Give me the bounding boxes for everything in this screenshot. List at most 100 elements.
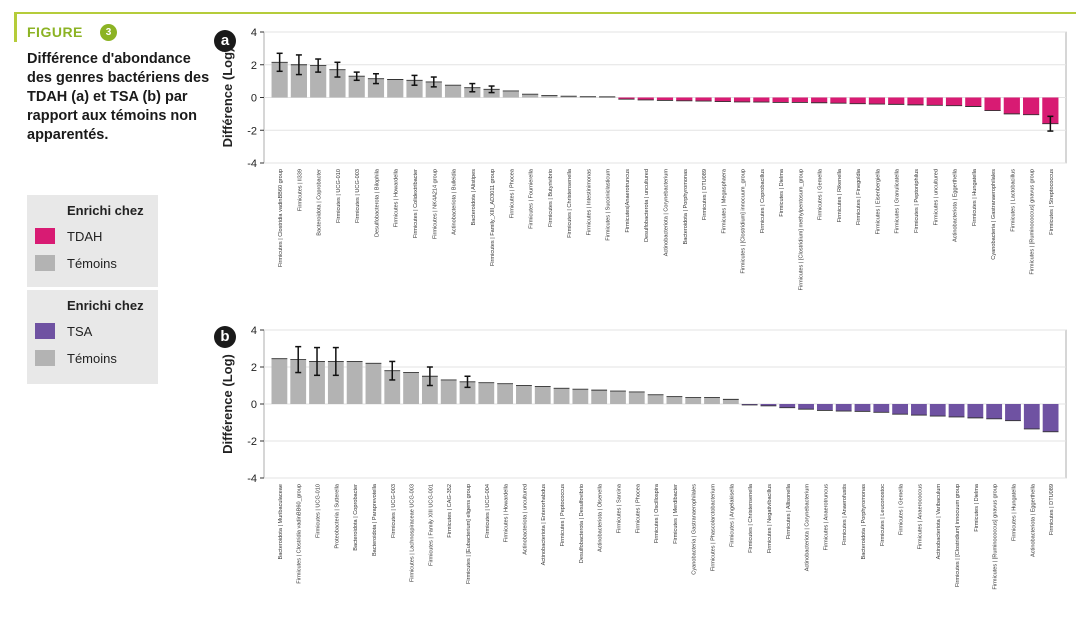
bar — [666, 396, 683, 404]
x-tick-label: Firmicutes | Phocea — [635, 483, 641, 533]
x-tick-label: Firmicutes | Intestinimonas — [586, 169, 592, 236]
bar — [425, 81, 442, 98]
bar — [835, 404, 852, 412]
x-tick-label: Firmicutes | Hungatella — [1011, 483, 1017, 541]
bar — [695, 97, 712, 102]
x-tick-label: Firmicutes | Phocea — [509, 168, 515, 218]
x-tick-label: Firmicutes | CAG-352 — [447, 484, 453, 538]
x-tick-label: Firmicutes | Gemella — [899, 483, 905, 535]
x-tick-label: Firmicutes | Family XIII UCG-001 — [428, 484, 434, 566]
bar — [483, 89, 500, 98]
y-tick-label: 2 — [251, 60, 257, 72]
x-tick-label: Firmicutes | ll339 — [297, 169, 303, 211]
figure-caption: Différence d'abondance des genres bactér… — [27, 51, 210, 143]
x-tick-label: Firmicutes | UCG-004 — [485, 484, 491, 538]
x-tick-label: Firmicutes | Merdibacter — [673, 484, 679, 544]
bar — [798, 404, 814, 410]
chart-panel-b: 4 2 0 -2 -4 Différence (Log) Bacteroidota | Mu… — [212, 320, 1074, 630]
x-tick-label: Actinobacteriota | Eggerthella — [1030, 483, 1036, 557]
x-tick-label: Cyanobacteria | Gastranaerophilales — [692, 484, 698, 575]
x-tick-label: Actinobacteriota | Varibaculum — [936, 484, 942, 560]
y-axis-label: Différence (Log) — [220, 48, 235, 148]
x-tick-label: Cyanobacteria | Gastranaerophilales — [991, 169, 997, 260]
y-tick-label: -4 — [247, 158, 257, 170]
x-tick-label: Firmicutes | Family_XIII_AD3011 group — [490, 169, 496, 266]
bar — [772, 97, 789, 103]
bar — [967, 404, 984, 418]
bar — [459, 381, 476, 404]
x-tick-label: Firmicutes | [Clostridium] methylpentosu… — [798, 169, 804, 290]
x-tick-label: Actinobacteriota | Olsenella — [598, 483, 604, 552]
bar — [516, 385, 532, 404]
y-tick-label: 0 — [251, 93, 257, 105]
figure-label: FIGURE — [27, 24, 83, 40]
x-tick-label: Bacteroidota | Alistipes — [471, 169, 477, 226]
figure-left-rule — [14, 12, 17, 42]
bar — [1023, 404, 1040, 429]
bar — [1023, 97, 1040, 115]
bar — [868, 97, 886, 105]
bar — [907, 97, 924, 105]
legend-panel-a: Enrichi chez TDAH Témoins — [27, 195, 158, 287]
bar — [685, 397, 702, 404]
x-tick-label: Bacteroidota | Coprobacter — [317, 169, 323, 236]
x-tick-label: Firmicutes | [Ruminococcus] gnavus group — [993, 484, 999, 590]
x-tick-label: Firmicutes | Angelakisella — [729, 483, 735, 547]
x-tick-label: Actinobacteriota | uncultured — [522, 484, 528, 555]
x-tick-label: Actinobacteriota | Corynebacterium — [664, 169, 670, 257]
bar — [948, 404, 965, 417]
x-tick-label: Firmicutes | Peptoniphilus — [914, 169, 920, 233]
x-tick-label: Firmicutes | Allisonella — [786, 483, 792, 539]
x-tick-label: Firmicutes | Christensenella — [748, 483, 754, 553]
x-tick-label: Firmicutes | DTU089 — [702, 169, 708, 220]
bar — [553, 388, 570, 404]
x-tick-label: Firmicutes | Fournierella — [529, 168, 535, 229]
x-tick-label: Desulfobacterota | uncultured — [644, 169, 650, 242]
x-tick-label: Bacteroidota | Porphyromonas — [861, 484, 867, 560]
bar-chart-b: 4 2 0 -2 -4 Différence (Log) Bacteroidota | Mu… — [220, 325, 1067, 590]
x-tick-label: Firmicutes | Sarcina — [616, 483, 622, 533]
bar — [849, 97, 866, 104]
bar — [610, 391, 626, 404]
legend-swatch-tdah — [35, 228, 55, 244]
bar — [791, 97, 808, 103]
x-tick-label: Proteobacteria | Sutterella — [334, 483, 340, 548]
y-tick-label: 0 — [251, 399, 257, 411]
bar — [271, 62, 288, 98]
bar — [760, 404, 777, 406]
y-axis-label: Différence (Log) — [220, 354, 235, 454]
bar — [618, 97, 635, 100]
x-tick-label: Actinobacteriota | Eggerthella — [953, 168, 959, 242]
x-tick-label: Firmicutes | Negativibacillus — [767, 484, 773, 553]
x-tick-label: Bacteroidota | Paraprevotella — [372, 483, 378, 556]
bar — [753, 97, 770, 103]
panel-a-badge: a — [214, 30, 236, 52]
x-tick-label: Firmicutes | Rikenella — [837, 168, 843, 222]
x-tick-label: Desulfobacterota | Desulfovibrio — [579, 484, 585, 563]
bar — [327, 361, 344, 404]
legend-label-temoins: Témoins — [67, 351, 117, 366]
bar — [647, 394, 664, 404]
bar — [984, 97, 1001, 111]
x-tick-label: Firmicutes | [Clostridium] innocuum_grou… — [741, 169, 747, 274]
bar — [722, 399, 739, 404]
bar — [384, 370, 401, 404]
bar — [464, 87, 481, 98]
bar — [348, 76, 365, 98]
y-tick-label: 4 — [251, 325, 257, 337]
x-tick-label: Firmicutes | Clostridia vadinBB60_group — [297, 484, 303, 584]
bar — [572, 389, 589, 404]
bar — [560, 96, 577, 98]
bar — [579, 96, 597, 98]
legend-label-tsa: TSA — [67, 324, 93, 339]
panel-b-badge: b — [214, 326, 236, 348]
bar — [365, 363, 382, 404]
bar — [421, 376, 438, 404]
x-tick-label: Firmicutes | Clostridia vadinBB60 group — [278, 169, 284, 267]
bar — [403, 372, 419, 404]
x-tick-label: Firmicutes | UCG-010 — [316, 484, 322, 538]
legend-title: Enrichi chez — [67, 298, 144, 313]
bar — [676, 97, 693, 101]
x-tick-label: Firmicutes | Lactobacillus — [1010, 169, 1016, 232]
x-tick-label: Firmicutes | Peptococcus — [560, 484, 566, 547]
